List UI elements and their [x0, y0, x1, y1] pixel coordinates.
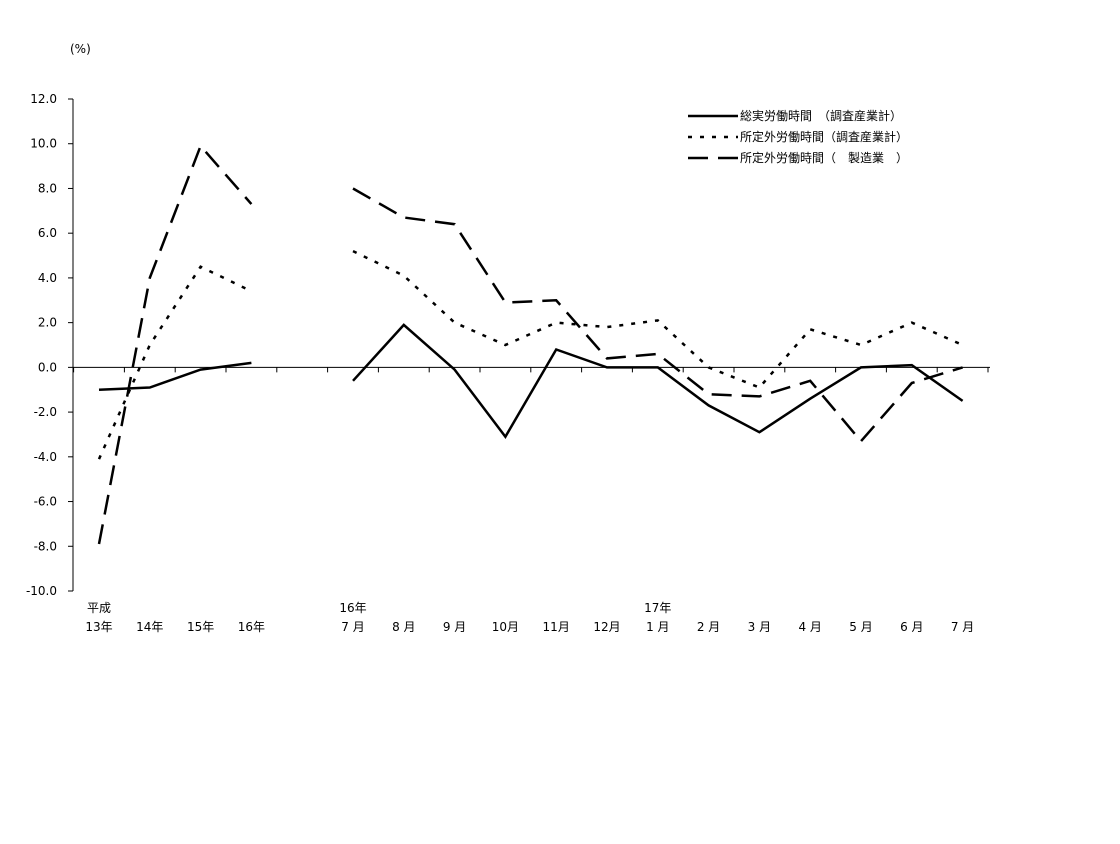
- y-tick-labels: 12.0 10.0 8.0 6.0 4.0 2.0 0.0 -2.0 -4.0 -6.0 -8.0 -…: [26, 92, 57, 598]
- x-tick-label: 13年: [85, 620, 112, 634]
- x-tick-label-top: 平成: [87, 601, 111, 615]
- x-tick-label-top: 17年: [644, 601, 671, 615]
- y-tick-label: -8.0: [34, 539, 57, 553]
- x-tick-labels: 平成 13年 14年 15年 16年 16年 7 月 8 月 9 月 10月 11月 12月 17年 1 …: [85, 601, 974, 634]
- y-tick-label: 8.0: [38, 181, 57, 195]
- x-tick-label: 7 月: [341, 620, 364, 634]
- series-line-3: [97, 143, 253, 545]
- series-lines: [97, 143, 964, 545]
- x-tick-label: 11月: [543, 620, 570, 634]
- y-tick-label: -2.0: [34, 405, 57, 419]
- x-tick-label: 8 月: [392, 620, 415, 634]
- x-tick-label: 4 月: [798, 620, 821, 634]
- series-line-3: [352, 187, 963, 444]
- x-tick-label: 9 月: [443, 620, 466, 634]
- y-tick-label: -6.0: [34, 495, 57, 509]
- series-line-1: [98, 361, 252, 391]
- x-tick-label: 12月: [593, 620, 620, 634]
- y-tick-label: 10.0: [30, 137, 57, 151]
- series-line-2: [352, 249, 964, 389]
- y-axis-unit-label: (%): [70, 42, 91, 56]
- x-tick-label: 14年: [136, 620, 163, 634]
- x-tick-label-top: 16年: [339, 601, 366, 615]
- y-tick-label: 6.0: [38, 226, 57, 240]
- axes: [68, 98, 990, 592]
- x-tick-label: 2 月: [697, 620, 720, 634]
- x-tick-label: 16年: [238, 620, 265, 634]
- legend: 総実労働時間 （調査産業計） 所定外労働時間（調査産業計） 所定外労働時間（ 製造業…: [688, 108, 908, 165]
- series-line-1: [352, 323, 964, 439]
- x-tick-label: 7 月: [951, 620, 974, 634]
- y-tick-label: 12.0: [30, 92, 57, 106]
- y-tick-label: -10.0: [26, 584, 57, 598]
- x-tick-label: 6 月: [900, 620, 923, 634]
- y-tick-label: -4.0: [34, 450, 57, 464]
- series-line-2: [97, 265, 252, 460]
- legend-label-1: 総実労働時間 （調査産業計）: [740, 108, 902, 123]
- y-tick-label: 0.0: [38, 360, 57, 374]
- legend-label-2: 所定外労働時間（調査産業計）: [740, 129, 908, 144]
- x-tick-label: 15年: [187, 620, 214, 634]
- y-tick-label: 2.0: [38, 316, 57, 330]
- legend-label-3: 所定外労働時間（ 製造業 ）: [740, 150, 908, 165]
- x-tick-label: 10月: [492, 620, 519, 634]
- x-tick-label: 5 月: [849, 620, 872, 634]
- x-tick-label: 1 月: [646, 620, 669, 634]
- y-tick-label: 4.0: [38, 271, 57, 285]
- x-tick-label: 3 月: [748, 620, 771, 634]
